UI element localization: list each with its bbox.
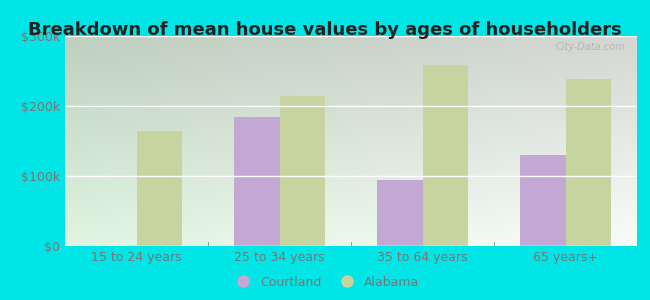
Bar	[234, 116, 280, 246]
Bar	[520, 155, 566, 246]
Text: Breakdown of mean house values by ages of householders: Breakdown of mean house values by ages o…	[28, 21, 622, 39]
Bar	[422, 65, 468, 246]
Bar	[377, 179, 423, 246]
Bar	[566, 80, 611, 246]
Text: City-Data.com: City-Data.com	[556, 42, 625, 52]
Legend: Courtland, Alabama: Courtland, Alabama	[226, 271, 424, 294]
Bar	[280, 95, 325, 246]
Bar	[136, 130, 182, 246]
